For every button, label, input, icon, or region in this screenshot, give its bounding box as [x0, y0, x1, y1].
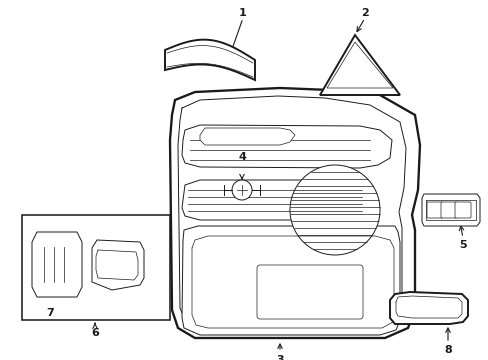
FancyBboxPatch shape: [440, 202, 456, 218]
Text: 2: 2: [360, 8, 368, 18]
Polygon shape: [326, 42, 392, 88]
Polygon shape: [32, 232, 82, 297]
Circle shape: [231, 180, 251, 200]
FancyBboxPatch shape: [454, 202, 470, 218]
FancyBboxPatch shape: [426, 202, 442, 218]
Polygon shape: [182, 125, 391, 168]
Text: 7: 7: [46, 308, 54, 318]
Polygon shape: [319, 35, 399, 95]
Polygon shape: [200, 128, 294, 145]
Polygon shape: [389, 292, 467, 324]
Text: 1: 1: [239, 8, 246, 18]
Polygon shape: [92, 240, 143, 290]
Polygon shape: [170, 88, 419, 338]
Circle shape: [289, 165, 379, 255]
Polygon shape: [182, 226, 399, 335]
Text: 3: 3: [276, 355, 283, 360]
Polygon shape: [421, 194, 479, 226]
Text: 5: 5: [458, 240, 466, 250]
FancyBboxPatch shape: [257, 265, 362, 319]
Polygon shape: [182, 180, 369, 220]
Text: 8: 8: [443, 345, 451, 355]
Text: 6: 6: [91, 328, 99, 338]
Polygon shape: [164, 40, 254, 80]
Bar: [22, 215, 170, 320]
Text: 4: 4: [238, 152, 245, 162]
